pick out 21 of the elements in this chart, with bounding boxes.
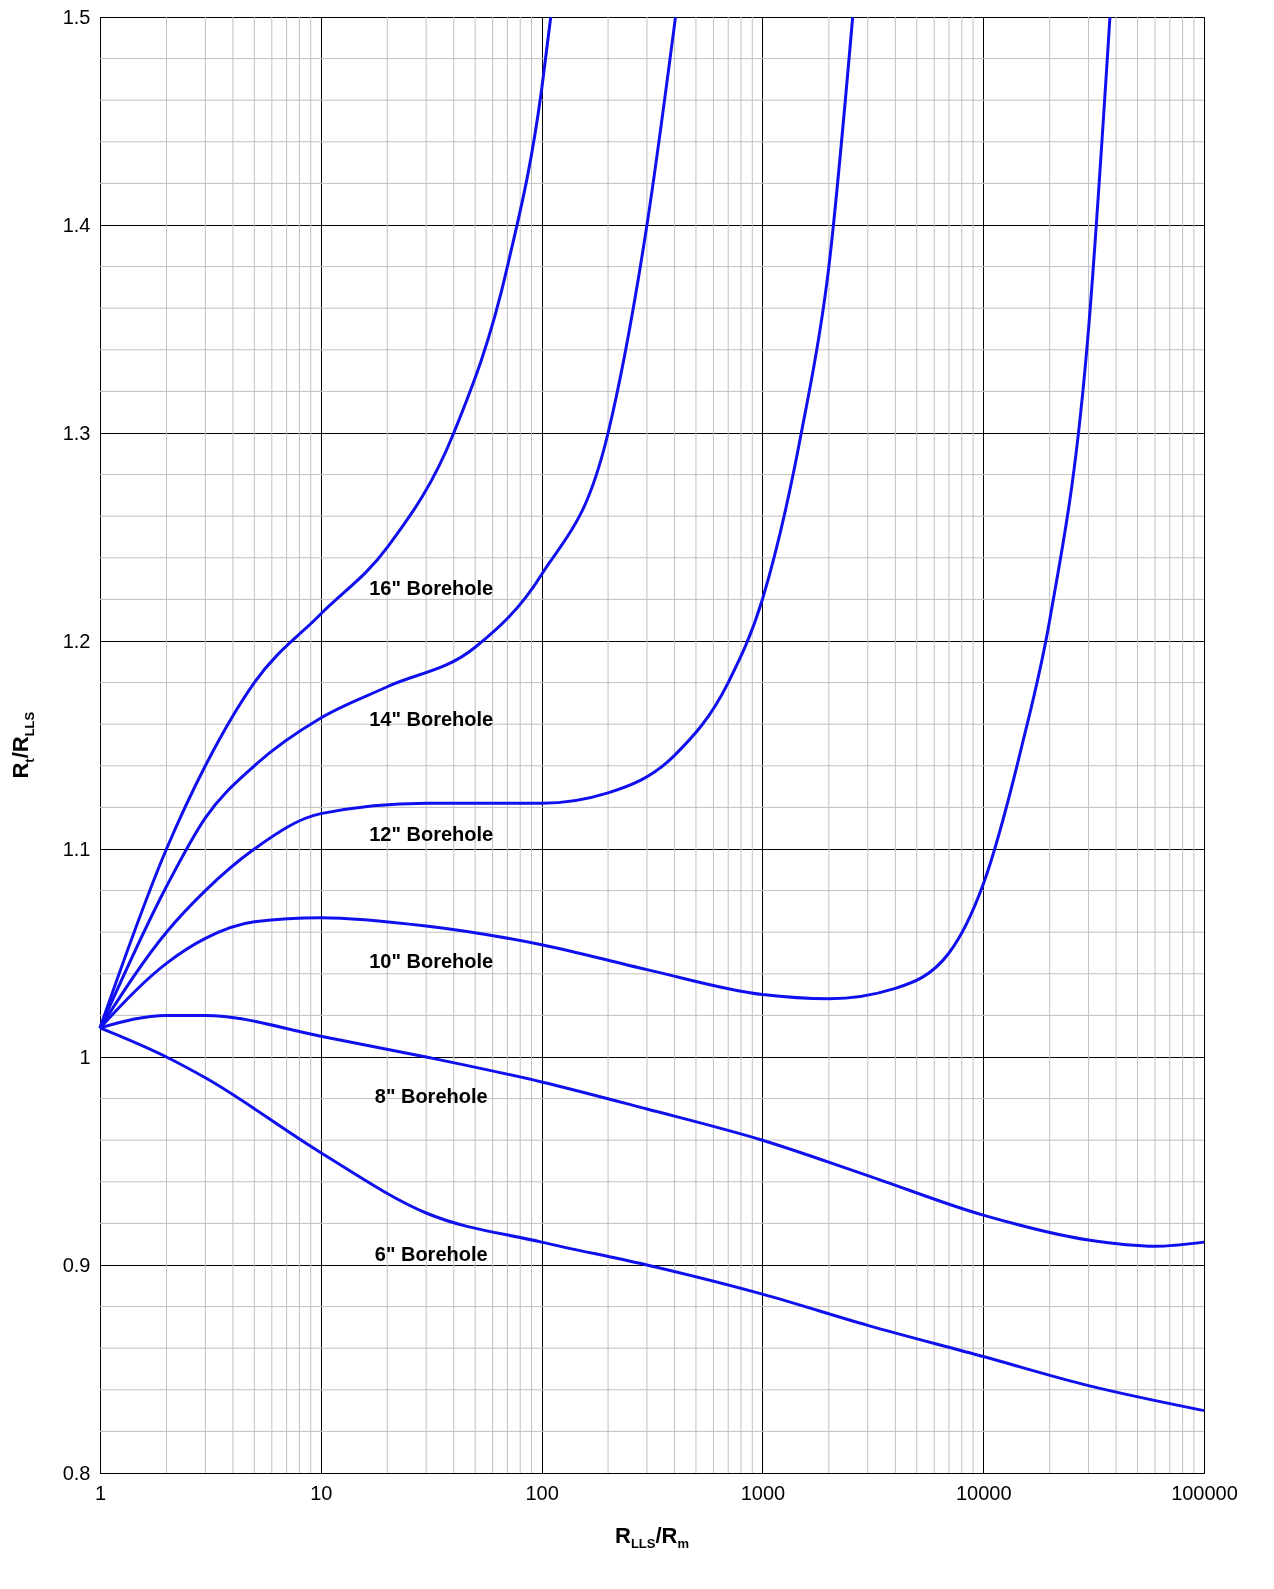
y-tick-label: 1.3 — [62, 421, 91, 444]
y-tick-label: 1.2 — [62, 629, 91, 652]
x-tick-label: 100000 — [1171, 1481, 1238, 1504]
x-tick-label: 10 — [310, 1481, 333, 1504]
x-tick-label: 1 — [94, 1481, 107, 1504]
series-label: 8" Borehole — [374, 1084, 488, 1107]
y-tick-label: 1.5 — [62, 5, 91, 28]
series-label: 12" Borehole — [369, 822, 494, 845]
y-tick-label: 1.4 — [62, 213, 91, 236]
series-label: 14" Borehole — [369, 708, 494, 731]
series-label: 10" Borehole — [369, 950, 494, 973]
y-tick-label: 1 — [79, 1045, 91, 1068]
series-label: 16" Borehole — [369, 577, 494, 600]
y-tick-label: 0.8 — [62, 1461, 91, 1484]
y-tick-label: 0.9 — [62, 1253, 91, 1276]
x-tick-label: 100 — [525, 1481, 559, 1504]
x-tick-label: 10000 — [955, 1481, 1012, 1504]
y-tick-label: 1.1 — [62, 837, 91, 860]
series-label: 6" Borehole — [374, 1243, 488, 1266]
x-tick-label: 1000 — [740, 1481, 786, 1504]
x-axis-title: R$_{LLS}$/R$_{m}$ — [615, 1523, 690, 1552]
